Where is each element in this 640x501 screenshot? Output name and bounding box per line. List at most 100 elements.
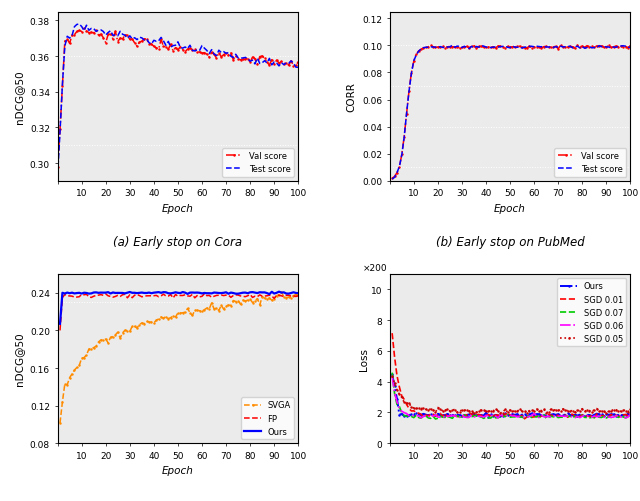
Test score [610,45,618,51]
Line: Test score: Test score [392,46,630,179]
SGD 0.06 [627,411,634,417]
Line: Test score: Test score [58,25,298,175]
SGD 0.07 [431,416,439,422]
SVGA [278,289,285,295]
Val score [54,165,61,171]
SGD 0.05 [470,411,478,417]
SGD 0.01 [627,414,634,420]
SGD 0.07 [513,413,521,419]
Test score [237,56,244,62]
Val score [605,43,612,49]
SGD 0.07 [436,413,444,419]
Test score [434,45,442,51]
Test score [388,176,396,182]
Val score [200,51,208,57]
SVGA [56,420,64,426]
SGD 0.01 [444,414,451,420]
FP [200,291,208,297]
Legend: Ours, SGD 0.01, SGD 0.07, SGD 0.06, SGD 0.05: Ours, SGD 0.01, SGD 0.07, SGD 0.06, SGD … [557,279,626,347]
Test score [294,65,302,71]
SGD 0.01 [511,412,518,418]
Text: ×200: ×200 [363,264,387,273]
Line: SGD 0.01: SGD 0.01 [392,334,630,419]
Ours [56,321,64,327]
Line: Val score: Val score [391,45,632,180]
X-axis label: Epoch: Epoch [162,203,194,213]
Ours [275,289,283,295]
Text: (a) Early stop on Cora: (a) Early stop on Cora [113,235,243,248]
Ours [610,412,618,418]
Val score [531,45,538,51]
Y-axis label: nDCG@50: nDCG@50 [14,332,24,386]
Ours [102,290,109,296]
SVGA [275,292,283,298]
Ours [444,411,451,417]
SGD 0.07 [610,414,618,420]
Test score [116,29,124,35]
Text: (b) Early stop on PubMed: (b) Early stop on PubMed [436,235,584,248]
Val score [167,42,175,48]
Ours [532,411,540,417]
Line: FP: FP [60,294,298,331]
SGD 0.01 [532,413,540,419]
Ours [513,411,521,417]
Ours [111,291,119,297]
X-axis label: Epoch: Epoch [494,203,526,213]
Ours [388,371,396,377]
SVGA [294,293,302,299]
Test score [617,44,625,50]
Line: Ours: Ours [391,373,632,418]
Val score [225,53,232,59]
Test score [444,45,451,51]
FP [285,293,292,299]
SGD 0.05 [617,408,625,414]
SGD 0.01 [388,331,396,337]
SGD 0.05 [513,408,521,414]
SVGA [111,332,119,338]
Val score [70,33,78,39]
SGD 0.05 [444,406,451,412]
Ours [627,413,634,419]
Legend: SVGA, FP, Ours: SVGA, FP, Ours [241,397,294,439]
FP [278,293,285,299]
SGD 0.07 [446,414,454,420]
Ours [278,290,285,296]
Val score [80,27,88,33]
Test score [200,46,208,52]
Test score [627,46,634,52]
Test score [70,25,78,31]
Y-axis label: CORR: CORR [346,82,356,112]
SVGA [102,337,109,343]
Line: Ours: Ours [60,292,298,324]
SGD 0.05 [610,407,618,413]
SGD 0.05 [388,374,396,380]
FP [111,294,119,300]
SGD 0.05 [627,406,634,412]
FP [179,293,187,299]
SGD 0.06 [444,413,451,419]
SGD 0.05 [532,406,540,412]
Val score [294,60,302,66]
FP [56,328,64,334]
SGD 0.06 [388,374,396,380]
Test score [532,44,540,50]
SGD 0.01 [610,413,618,419]
SVGA [285,295,292,301]
Ours [285,291,292,297]
SGD 0.01 [521,416,529,422]
Line: SGD 0.06: SGD 0.06 [392,377,630,418]
Y-axis label: nDCG@50: nDCG@50 [14,70,24,124]
Val score [388,176,396,182]
SGD 0.06 [610,414,618,420]
Test score [167,45,175,51]
Line: SVGA: SVGA [59,291,300,424]
SGD 0.05 [434,405,442,411]
Y-axis label: Loss: Loss [359,347,369,370]
Ours [434,411,442,417]
Val score [617,44,625,50]
SGD 0.06 [494,415,502,421]
Ours [179,290,187,296]
Legend: Val score, Test score: Val score, Test score [554,149,626,177]
Ours [484,414,492,420]
SGD 0.07 [617,414,625,420]
